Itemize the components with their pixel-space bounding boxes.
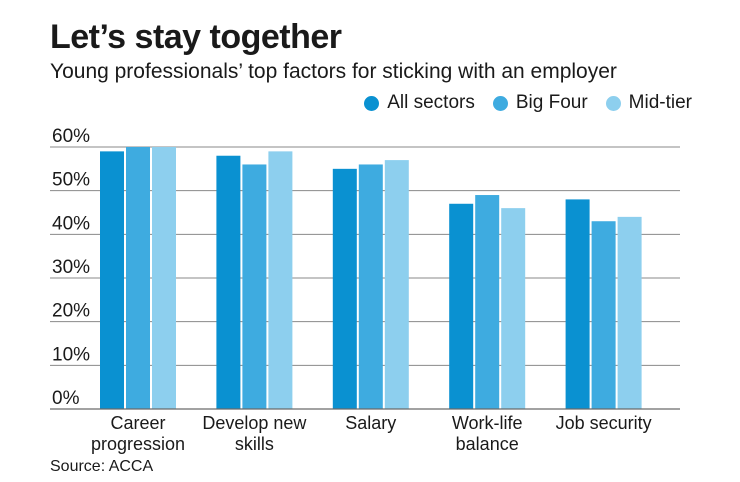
bar (126, 147, 150, 409)
x-tick-label: Develop new skills (202, 413, 307, 454)
bar (384, 160, 409, 409)
legend-swatch (364, 95, 380, 111)
y-tick-label: 30% (52, 257, 90, 278)
x-tick-label: Work-life balance (452, 413, 523, 454)
bar (617, 216, 642, 409)
bar (501, 208, 526, 409)
bar (100, 151, 124, 409)
legend-item-all-sectors: All sectors (364, 92, 475, 114)
source-note: Source: ACCA (50, 458, 154, 475)
x-tick-label: Salary (345, 413, 396, 433)
y-tick-label: 0% (52, 388, 80, 409)
legend-label: Mid-tier (628, 92, 692, 113)
y-tick-label: 50% (52, 170, 90, 191)
x-tick-label: Career progression (91, 413, 185, 454)
legend-swatch (492, 95, 508, 111)
bar (268, 151, 293, 409)
bar (591, 221, 616, 409)
y-tick-label: 40% (52, 213, 90, 234)
bar (332, 168, 357, 409)
y-tick-label: 60% (52, 126, 90, 147)
bar (475, 195, 500, 409)
chart-subtitle: Young professionals’ top factors for sti… (50, 60, 617, 83)
bar (216, 155, 241, 409)
chart-title: Let’s stay together (50, 18, 342, 56)
legend-label: All sectors (387, 92, 475, 113)
legend: All sectors Big Four Mid-tier (364, 92, 692, 114)
legend-swatch (605, 95, 621, 111)
legend-item-big-four: Big Four (492, 92, 588, 114)
bar (449, 203, 474, 409)
y-tick-label: 20% (52, 301, 90, 322)
bar (152, 147, 176, 409)
y-tick-label: 10% (52, 344, 90, 365)
legend-item-mid-tier: Mid-tier (605, 92, 692, 114)
x-tick-label: Job security (556, 413, 652, 433)
bar (242, 164, 267, 409)
bar (565, 199, 590, 409)
legend-label: Big Four (515, 92, 588, 113)
bar (358, 164, 383, 409)
